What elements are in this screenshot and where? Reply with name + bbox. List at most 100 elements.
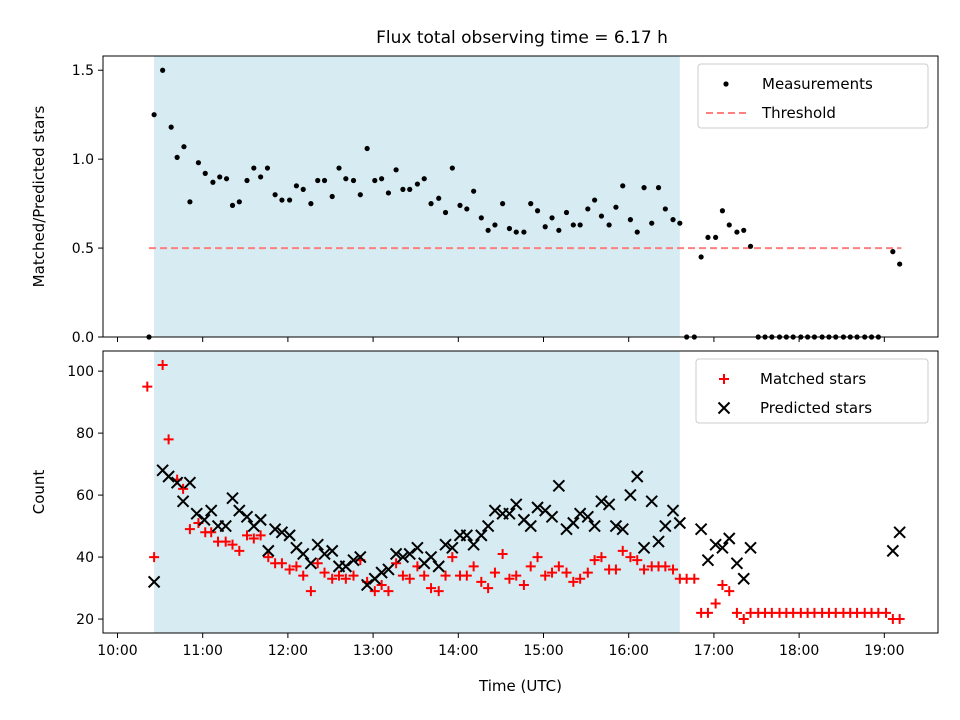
y-tick-label: 0.0 xyxy=(72,330,94,346)
data-point xyxy=(336,165,342,171)
data-point xyxy=(598,213,605,219)
data-point xyxy=(534,208,541,214)
series-matched-stars xyxy=(142,359,905,625)
data-point xyxy=(673,516,687,530)
data-point xyxy=(567,516,580,530)
data-point xyxy=(354,550,367,564)
data-point xyxy=(589,555,600,566)
data-point xyxy=(426,583,437,594)
legend-label: Measurements xyxy=(762,75,873,93)
data-point xyxy=(531,501,544,514)
x-tick-label: 13:00 xyxy=(353,643,393,659)
data-point xyxy=(609,519,623,533)
data-point xyxy=(219,519,232,533)
y-tick-label: 20 xyxy=(76,612,94,628)
data-point xyxy=(255,530,266,541)
data-point xyxy=(701,553,715,567)
data-point xyxy=(149,552,160,563)
data-point xyxy=(734,229,740,235)
data-point xyxy=(236,199,242,205)
observing-interval-shade xyxy=(154,351,680,633)
data-point xyxy=(634,229,640,235)
data-point xyxy=(659,519,672,533)
ratio-panel: 0.0 0.5 1.0 1.5 Matched/Predicted stars Measu… xyxy=(30,55,939,346)
data-point xyxy=(263,552,274,563)
data-point xyxy=(475,529,488,542)
data-point xyxy=(414,181,421,187)
data-point xyxy=(369,586,380,597)
data-point xyxy=(595,495,608,508)
data-point xyxy=(741,227,747,233)
legend-box xyxy=(697,63,929,129)
x-tick-label: 19:00 xyxy=(864,643,904,659)
data-point xyxy=(625,552,636,563)
data-point xyxy=(723,532,736,545)
y-axis-label: Matched/Predicted stars xyxy=(30,106,48,288)
data-point xyxy=(710,598,721,609)
data-point xyxy=(272,192,278,198)
data-point xyxy=(248,533,259,544)
x-tick-label: 16:00 xyxy=(609,643,649,659)
data-point xyxy=(513,229,519,235)
data-point xyxy=(738,614,749,625)
data-point xyxy=(382,563,395,576)
data-point xyxy=(631,470,644,483)
data-point xyxy=(504,573,515,584)
data-point xyxy=(476,576,487,587)
data-point xyxy=(308,201,314,207)
data-point xyxy=(582,567,593,578)
data-point xyxy=(176,495,190,508)
data-point xyxy=(311,538,324,551)
legend-marker xyxy=(723,81,729,87)
data-point xyxy=(411,541,424,554)
data-point xyxy=(206,527,217,538)
data-point xyxy=(293,183,300,189)
data-point xyxy=(157,359,168,370)
data-point xyxy=(178,483,189,494)
data-point xyxy=(894,614,905,625)
data-point xyxy=(702,607,713,618)
data-point xyxy=(731,607,742,618)
data-point xyxy=(524,519,537,533)
data-point xyxy=(210,179,216,185)
legend-label: Matched stars xyxy=(760,370,866,388)
data-point xyxy=(461,570,472,581)
data-point xyxy=(424,550,438,564)
data-point xyxy=(553,561,564,572)
data-point xyxy=(350,177,357,184)
data-point xyxy=(240,510,254,523)
data-point xyxy=(315,177,321,184)
data-point xyxy=(744,541,757,554)
data-point xyxy=(440,570,451,581)
data-point xyxy=(617,545,628,556)
data-point xyxy=(573,507,587,520)
data-point xyxy=(389,547,403,561)
data-point xyxy=(488,504,502,517)
data-point xyxy=(521,229,527,235)
y-tick-label: 0.5 xyxy=(72,241,94,257)
data-point xyxy=(730,557,744,570)
data-point xyxy=(372,177,378,184)
data-point xyxy=(325,544,339,558)
data-point xyxy=(893,526,906,539)
data-point xyxy=(542,224,548,230)
data-point xyxy=(668,564,679,575)
data-point xyxy=(575,573,586,584)
axes-frame xyxy=(102,55,939,338)
data-point xyxy=(713,234,719,241)
data-point xyxy=(305,586,316,597)
legend-label: Threshold xyxy=(761,104,836,122)
data-point xyxy=(464,206,470,212)
x-tick-label: 11:00 xyxy=(183,643,223,659)
x-tick-label: 10:00 xyxy=(97,643,137,659)
data-point xyxy=(881,607,892,618)
data-point xyxy=(518,579,529,590)
data-point xyxy=(670,217,676,223)
data-point xyxy=(283,529,296,542)
data-point xyxy=(327,573,338,584)
axes-frame xyxy=(102,350,939,634)
data-point xyxy=(525,561,536,572)
data-point xyxy=(577,222,583,228)
data-point xyxy=(446,541,459,554)
data-point xyxy=(632,555,643,566)
